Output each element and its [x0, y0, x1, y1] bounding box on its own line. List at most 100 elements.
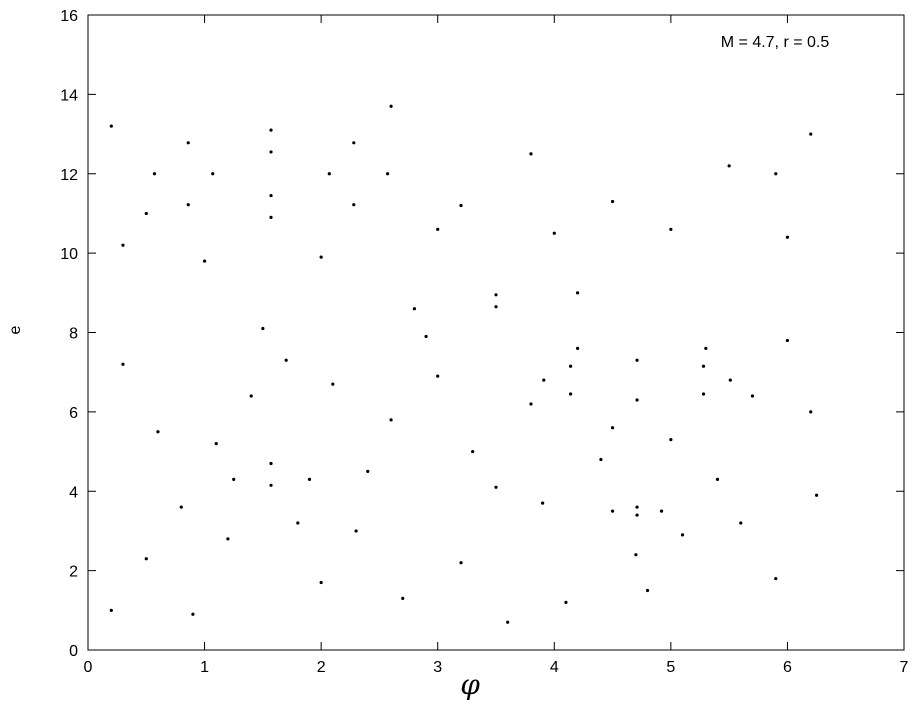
point — [269, 483, 273, 487]
point — [645, 588, 650, 593]
point — [269, 215, 273, 220]
point — [319, 580, 323, 585]
point — [814, 493, 819, 497]
x-tick-label: 3 — [433, 659, 442, 676]
point — [327, 172, 331, 176]
point — [494, 485, 498, 489]
x-tick-label: 0 — [84, 659, 93, 676]
y-tick-label: 8 — [69, 326, 78, 343]
point — [109, 608, 113, 612]
point — [211, 172, 215, 176]
plot-frame — [87, 14, 905, 651]
point — [249, 394, 253, 398]
x-tick-label: 1 — [200, 659, 209, 676]
point — [542, 378, 546, 382]
point — [634, 553, 638, 557]
point — [226, 537, 230, 541]
point — [728, 378, 732, 382]
point — [529, 152, 533, 156]
point — [269, 128, 273, 132]
point — [186, 141, 190, 145]
point — [704, 346, 708, 350]
point — [809, 410, 813, 414]
point — [179, 505, 183, 509]
point — [610, 199, 615, 204]
point — [389, 418, 393, 422]
point — [552, 231, 556, 235]
y-tick-label: 14 — [60, 87, 78, 104]
point — [635, 398, 639, 402]
y-tick-label: 4 — [69, 484, 78, 501]
point — [774, 576, 778, 581]
point — [715, 477, 720, 481]
y-tick-label: 0 — [69, 643, 78, 660]
point — [635, 358, 639, 362]
x-tick-label: 5 — [666, 659, 675, 676]
point — [599, 457, 603, 462]
point — [412, 307, 416, 311]
point — [576, 346, 580, 350]
point — [307, 477, 312, 481]
point — [152, 172, 157, 176]
point — [564, 600, 568, 604]
point — [610, 426, 615, 430]
y-tick-label: 10 — [60, 246, 78, 263]
point — [669, 438, 673, 442]
point — [610, 509, 615, 513]
point — [569, 364, 573, 368]
point — [494, 293, 498, 297]
x-tick-label: 7 — [900, 659, 909, 676]
point — [569, 392, 573, 396]
point — [680, 533, 685, 537]
point — [809, 132, 813, 136]
point — [186, 203, 190, 207]
point — [269, 150, 273, 154]
y-tick-label: 16 — [60, 8, 78, 25]
point — [424, 334, 428, 339]
point — [506, 620, 510, 624]
point — [471, 449, 475, 454]
point — [366, 469, 370, 474]
point — [121, 243, 125, 247]
point — [459, 203, 463, 208]
point — [121, 362, 125, 366]
point — [319, 255, 323, 259]
point — [269, 461, 273, 466]
point — [635, 505, 639, 509]
point — [436, 374, 440, 378]
point — [774, 172, 778, 176]
point — [232, 477, 236, 481]
point — [727, 164, 731, 168]
point — [296, 521, 300, 525]
annotation: M = 4.7, r = 0.5 — [721, 34, 830, 51]
point — [144, 211, 148, 216]
point — [785, 235, 790, 239]
point — [261, 326, 265, 331]
point — [635, 513, 639, 517]
y-tick-label: 12 — [60, 167, 78, 184]
point — [576, 291, 580, 295]
point — [352, 141, 356, 145]
point — [739, 521, 743, 525]
x-tick-label: 6 — [783, 659, 792, 676]
point — [109, 124, 113, 128]
y-tick-label: 6 — [69, 405, 78, 422]
point — [331, 382, 335, 386]
point — [214, 442, 218, 446]
point — [269, 193, 273, 198]
point — [436, 227, 440, 231]
point — [529, 402, 533, 406]
point — [701, 392, 706, 396]
point — [202, 259, 207, 263]
point — [354, 529, 358, 533]
point — [750, 394, 755, 398]
point — [385, 172, 390, 176]
point — [541, 501, 545, 505]
point — [669, 227, 673, 231]
point — [659, 509, 664, 513]
point — [389, 104, 393, 108]
point — [459, 561, 463, 565]
point — [785, 338, 790, 343]
